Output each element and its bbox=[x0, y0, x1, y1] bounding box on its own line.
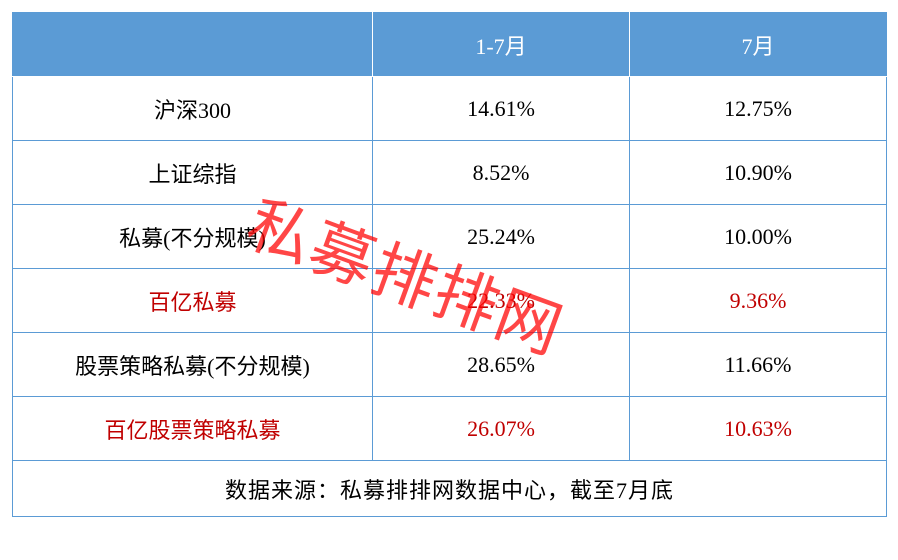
row-v2: 9.36% bbox=[630, 269, 887, 333]
table-row-highlight: 百亿股票策略私募 26.07% 10.63% bbox=[13, 397, 887, 461]
row-v1: 14.61% bbox=[373, 77, 630, 141]
header-blank bbox=[13, 13, 373, 77]
table-row: 上证综指 8.52% 10.90% bbox=[13, 141, 887, 205]
row-v2: 12.75% bbox=[630, 77, 887, 141]
header-jan-jul: 1-7月 bbox=[373, 13, 630, 77]
row-v1: 28.65% bbox=[373, 333, 630, 397]
table-row: 沪深300 14.61% 12.75% bbox=[13, 77, 887, 141]
row-name: 沪深300 bbox=[13, 77, 373, 141]
row-v1: 26.07% bbox=[373, 397, 630, 461]
row-name: 股票策略私募(不分规模) bbox=[13, 333, 373, 397]
row-v2: 11.66% bbox=[630, 333, 887, 397]
row-name: 百亿私募 bbox=[13, 269, 373, 333]
row-v1: 8.52% bbox=[373, 141, 630, 205]
row-v1: 25.24% bbox=[373, 205, 630, 269]
performance-table: 1-7月 7月 沪深300 14.61% 12.75% 上证综指 8.52% 1… bbox=[12, 12, 887, 517]
table-row: 私募(不分规模) 25.24% 10.00% bbox=[13, 205, 887, 269]
row-name: 私募(不分规模) bbox=[13, 205, 373, 269]
table-row-highlight: 百亿私募 22.33% 9.36% bbox=[13, 269, 887, 333]
row-name: 上证综指 bbox=[13, 141, 373, 205]
footer-text: 数据来源：私募排排网数据中心，截至7月底 bbox=[13, 461, 887, 517]
footer-row: 数据来源：私募排排网数据中心，截至7月底 bbox=[13, 461, 887, 517]
table-row: 股票策略私募(不分规模) 28.65% 11.66% bbox=[13, 333, 887, 397]
row-v1: 22.33% bbox=[373, 269, 630, 333]
table-container: 1-7月 7月 沪深300 14.61% 12.75% 上证综指 8.52% 1… bbox=[12, 12, 886, 517]
row-v2: 10.00% bbox=[630, 205, 887, 269]
row-v2: 10.90% bbox=[630, 141, 887, 205]
row-name: 百亿股票策略私募 bbox=[13, 397, 373, 461]
header-row: 1-7月 7月 bbox=[13, 13, 887, 77]
row-v2: 10.63% bbox=[630, 397, 887, 461]
header-jul: 7月 bbox=[630, 13, 887, 77]
